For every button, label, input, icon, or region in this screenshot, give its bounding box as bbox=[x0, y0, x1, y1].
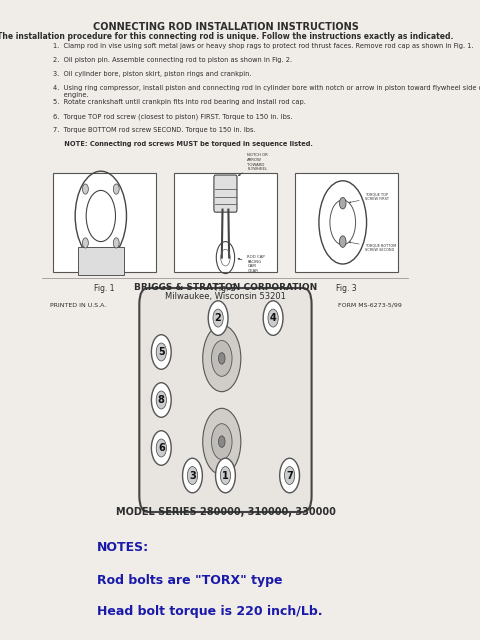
FancyBboxPatch shape bbox=[53, 173, 156, 272]
Text: The installation procedure for this connecting rod is unique. Follow the instruc: The installation procedure for this conn… bbox=[0, 32, 454, 41]
Circle shape bbox=[182, 458, 203, 493]
Circle shape bbox=[280, 458, 300, 493]
Text: 7: 7 bbox=[286, 470, 293, 481]
FancyBboxPatch shape bbox=[214, 175, 237, 212]
Circle shape bbox=[156, 439, 167, 457]
Text: 4: 4 bbox=[270, 313, 276, 323]
Circle shape bbox=[156, 391, 167, 409]
Circle shape bbox=[208, 301, 228, 335]
FancyBboxPatch shape bbox=[78, 246, 123, 275]
Text: PRINTED IN U.S.A.: PRINTED IN U.S.A. bbox=[49, 303, 106, 308]
Text: CONNECTING ROD INSTALLATION INSTRUCTIONS: CONNECTING ROD INSTALLATION INSTRUCTIONS bbox=[93, 22, 359, 33]
Circle shape bbox=[216, 458, 235, 493]
Circle shape bbox=[203, 325, 241, 392]
Circle shape bbox=[83, 184, 88, 194]
Text: 2.  Oil piston pin. Assemble connecting rod to piston as shown in Fig. 2.: 2. Oil piston pin. Assemble connecting r… bbox=[53, 57, 292, 63]
Circle shape bbox=[151, 431, 171, 465]
Circle shape bbox=[151, 335, 171, 369]
FancyBboxPatch shape bbox=[174, 173, 277, 272]
Text: TORQUE BOTTOM
SCREW SECOND: TORQUE BOTTOM SCREW SECOND bbox=[349, 242, 396, 252]
Circle shape bbox=[83, 238, 88, 248]
Circle shape bbox=[220, 467, 230, 484]
Text: MODEL SERIES 280000, 310000, 330000: MODEL SERIES 280000, 310000, 330000 bbox=[116, 507, 336, 517]
Circle shape bbox=[151, 383, 171, 417]
Text: Fig. 1: Fig. 1 bbox=[94, 284, 115, 292]
Circle shape bbox=[218, 436, 225, 447]
Text: NOTES:: NOTES: bbox=[97, 541, 149, 554]
Text: BRIGGS & STRATTON CORPORATION: BRIGGS & STRATTON CORPORATION bbox=[134, 283, 317, 292]
Text: 4.  Using ring compressor, install piston and connecting rod in cylinder bore wi: 4. Using ring compressor, install piston… bbox=[53, 85, 480, 98]
Text: ROD CAP
FACING
CAM
GEAR: ROD CAP FACING CAM GEAR bbox=[238, 255, 265, 273]
Circle shape bbox=[113, 238, 119, 248]
Text: Head bolt torque is 220 inch/Lb.: Head bolt torque is 220 inch/Lb. bbox=[97, 605, 323, 618]
Circle shape bbox=[212, 340, 232, 376]
Text: TORQUE TOP
SCREW FIRST: TORQUE TOP SCREW FIRST bbox=[349, 193, 389, 203]
Text: Fig. 2: Fig. 2 bbox=[215, 284, 236, 292]
FancyBboxPatch shape bbox=[139, 288, 312, 512]
Text: Fig. 3: Fig. 3 bbox=[336, 284, 357, 292]
Text: 1: 1 bbox=[222, 470, 229, 481]
Circle shape bbox=[263, 301, 283, 335]
Text: NOTCH OR
ARROW
TOWARD
FLYWHEEL: NOTCH OR ARROW TOWARD FLYWHEEL bbox=[239, 154, 268, 175]
Text: Rod bolts are "TORX" type: Rod bolts are "TORX" type bbox=[97, 574, 283, 587]
Circle shape bbox=[213, 309, 223, 327]
Text: 1.  Clamp rod in vise using soft metal jaws or heavy shop rags to protect rod th: 1. Clamp rod in vise using soft metal ja… bbox=[53, 43, 474, 49]
Circle shape bbox=[285, 467, 295, 484]
Text: 5.  Rotate crankshaft until crankpin fits into rod bearing and install rod cap.: 5. Rotate crankshaft until crankpin fits… bbox=[53, 99, 306, 105]
Text: 2: 2 bbox=[215, 313, 221, 323]
Circle shape bbox=[203, 408, 241, 475]
Text: Milwaukee, Wisconsin 53201: Milwaukee, Wisconsin 53201 bbox=[165, 292, 286, 301]
Text: FORM MS-6273-5/99: FORM MS-6273-5/99 bbox=[337, 303, 401, 308]
Text: 8: 8 bbox=[158, 395, 165, 405]
Text: 5: 5 bbox=[158, 347, 165, 357]
Text: 3.  Oil cylinder bore, piston skirt, piston rings and crankpin.: 3. Oil cylinder bore, piston skirt, pist… bbox=[53, 71, 252, 77]
Circle shape bbox=[339, 198, 346, 209]
Circle shape bbox=[212, 424, 232, 460]
Circle shape bbox=[339, 236, 346, 248]
Circle shape bbox=[268, 309, 278, 327]
Text: 7.  Torque BOTTOM rod screw SECOND. Torque to 150 in. lbs.: 7. Torque BOTTOM rod screw SECOND. Torqu… bbox=[53, 127, 256, 133]
Text: 3: 3 bbox=[189, 470, 196, 481]
Circle shape bbox=[113, 184, 119, 194]
FancyBboxPatch shape bbox=[295, 173, 398, 272]
Circle shape bbox=[218, 353, 225, 364]
Circle shape bbox=[156, 343, 167, 361]
Text: 6: 6 bbox=[158, 443, 165, 453]
Text: NOTE: Connecting rod screws MUST be torqued in sequence listed.: NOTE: Connecting rod screws MUST be torq… bbox=[53, 141, 313, 147]
Text: 6.  Torque TOP rod screw (closest to piston) FIRST. Torque to 150 in. lbs.: 6. Torque TOP rod screw (closest to pist… bbox=[53, 113, 293, 120]
Circle shape bbox=[187, 467, 198, 484]
